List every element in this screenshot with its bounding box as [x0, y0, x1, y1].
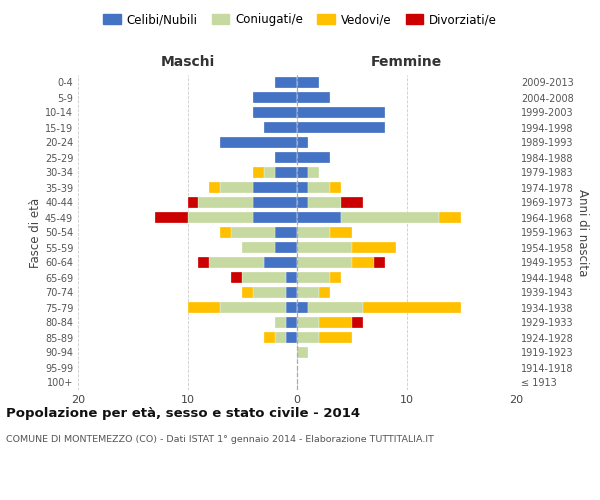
Bar: [209, 182, 220, 194]
Bar: [297, 316, 319, 328]
Bar: [352, 316, 363, 328]
Bar: [297, 256, 352, 268]
Bar: [297, 332, 319, 344]
Y-axis label: Fasce di età: Fasce di età: [29, 198, 42, 268]
Bar: [330, 226, 352, 238]
Text: COMUNE DI MONTEMEZZO (CO) - Dati ISTAT 1° gennaio 2014 - Elaborazione TUTTITALIA: COMUNE DI MONTEMEZZO (CO) - Dati ISTAT 1…: [6, 435, 434, 444]
Bar: [297, 346, 308, 358]
Bar: [188, 196, 199, 208]
Bar: [286, 332, 297, 344]
Bar: [264, 166, 275, 178]
Bar: [352, 242, 395, 254]
Bar: [297, 286, 319, 298]
Bar: [439, 212, 461, 224]
Bar: [330, 272, 341, 283]
Bar: [275, 166, 297, 178]
Bar: [199, 196, 253, 208]
Bar: [297, 302, 308, 314]
Bar: [232, 226, 275, 238]
Bar: [242, 286, 253, 298]
Bar: [330, 182, 341, 194]
Bar: [297, 182, 308, 194]
Bar: [286, 316, 297, 328]
Bar: [319, 332, 352, 344]
Bar: [253, 196, 297, 208]
Bar: [275, 152, 297, 164]
Y-axis label: Anni di nascita: Anni di nascita: [577, 189, 589, 276]
Bar: [275, 226, 297, 238]
Text: Popolazione per età, sesso e stato civile - 2014: Popolazione per età, sesso e stato civil…: [6, 408, 360, 420]
Bar: [155, 212, 188, 224]
Bar: [363, 302, 461, 314]
Bar: [297, 272, 330, 283]
Bar: [286, 286, 297, 298]
Bar: [220, 136, 297, 148]
Bar: [264, 122, 297, 134]
Bar: [253, 182, 297, 194]
Bar: [275, 316, 286, 328]
Bar: [220, 302, 286, 314]
Bar: [297, 92, 330, 104]
Bar: [297, 122, 385, 134]
Bar: [297, 212, 341, 224]
Bar: [297, 196, 308, 208]
Bar: [297, 226, 330, 238]
Bar: [352, 256, 374, 268]
Bar: [242, 272, 286, 283]
Bar: [220, 226, 232, 238]
Bar: [253, 92, 297, 104]
Bar: [264, 332, 275, 344]
Bar: [253, 106, 297, 118]
Bar: [275, 76, 297, 88]
Bar: [253, 212, 297, 224]
Bar: [308, 166, 319, 178]
Bar: [275, 332, 286, 344]
Bar: [199, 256, 209, 268]
Bar: [253, 166, 264, 178]
Bar: [275, 242, 297, 254]
Bar: [297, 106, 385, 118]
Bar: [242, 242, 275, 254]
Legend: Celibi/Nubili, Coniugati/e, Vedovi/e, Divorziati/e: Celibi/Nubili, Coniugati/e, Vedovi/e, Di…: [98, 8, 502, 31]
Bar: [308, 182, 330, 194]
Bar: [232, 272, 242, 283]
Bar: [209, 256, 264, 268]
Bar: [297, 76, 319, 88]
Bar: [220, 182, 253, 194]
Bar: [374, 256, 385, 268]
Bar: [308, 302, 363, 314]
Bar: [264, 256, 297, 268]
Text: Maschi: Maschi: [160, 55, 215, 69]
Text: Femmine: Femmine: [371, 55, 442, 69]
Bar: [297, 166, 308, 178]
Bar: [286, 272, 297, 283]
Bar: [341, 196, 363, 208]
Bar: [286, 302, 297, 314]
Bar: [297, 242, 352, 254]
Bar: [188, 212, 253, 224]
Bar: [297, 152, 330, 164]
Bar: [308, 196, 341, 208]
Bar: [187, 302, 220, 314]
Bar: [319, 316, 352, 328]
Bar: [319, 286, 330, 298]
Bar: [341, 212, 439, 224]
Bar: [253, 286, 286, 298]
Bar: [297, 136, 308, 148]
